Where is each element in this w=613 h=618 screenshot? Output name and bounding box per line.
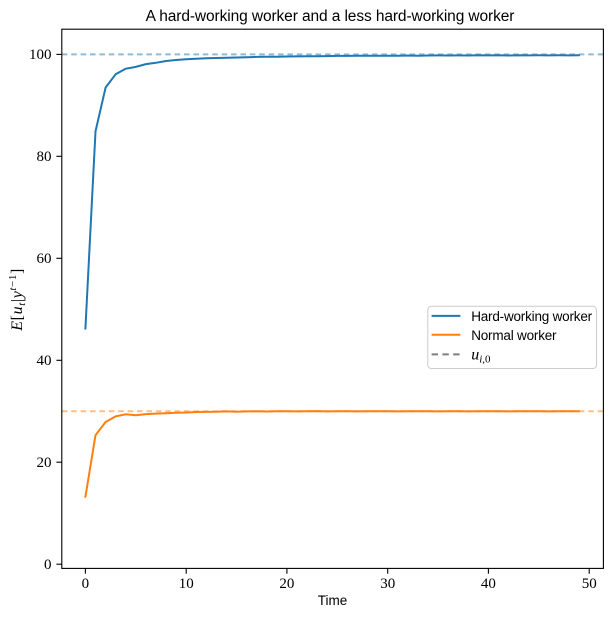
svg-text:30: 30 — [380, 576, 395, 592]
svg-text:20: 20 — [37, 455, 52, 471]
svg-text:80: 80 — [37, 149, 52, 165]
svg-text:40: 40 — [481, 576, 496, 592]
svg-text:40: 40 — [37, 353, 52, 369]
svg-text:Time: Time — [318, 593, 348, 608]
svg-text:10: 10 — [179, 576, 194, 592]
svg-text:100: 100 — [29, 47, 52, 63]
svg-text:0: 0 — [44, 557, 52, 573]
svg-text:20: 20 — [279, 576, 294, 592]
svg-text:50: 50 — [582, 576, 597, 592]
svg-text:Hard-working worker: Hard-working worker — [471, 309, 592, 324]
svg-text:A hard-working worker and a le: A hard-working worker and a less hard-wo… — [146, 8, 515, 25]
svg-text:Normal worker: Normal worker — [471, 328, 557, 343]
svg-text:0: 0 — [82, 576, 90, 592]
svg-text:60: 60 — [37, 251, 52, 267]
